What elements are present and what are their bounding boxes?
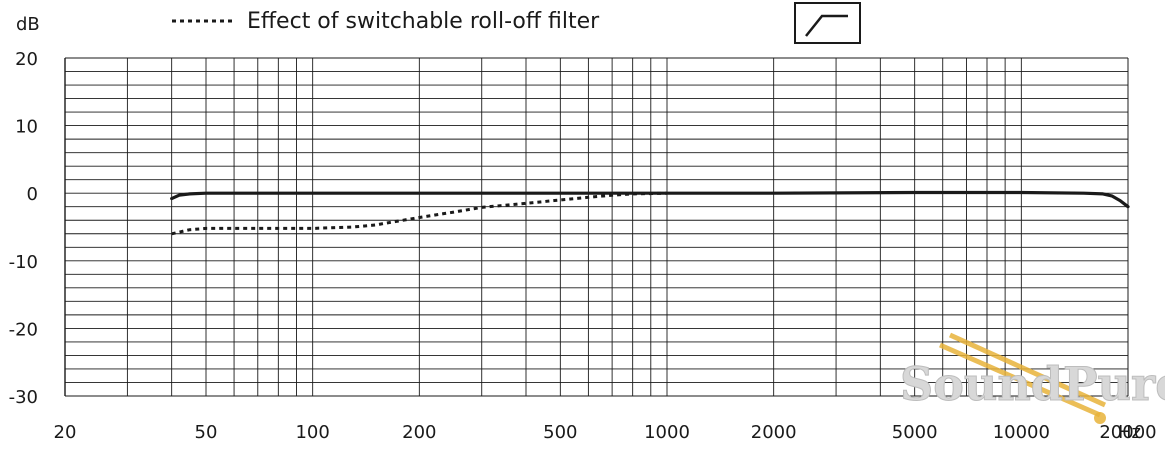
high-pass-filter-icon	[794, 2, 861, 44]
x-tick-label: 20000	[1099, 422, 1156, 443]
x-tick-label: 100	[295, 422, 329, 443]
x-tick-label: 200	[402, 422, 436, 443]
x-tick-label: 1000	[644, 422, 690, 443]
watermark-text: SoundPure	[900, 357, 1165, 411]
legend: Effect of switchable roll-off filter	[172, 9, 600, 34]
y-tick-label: 20	[15, 49, 38, 70]
legend-label: Effect of switchable roll-off filter	[247, 9, 600, 34]
x-tick-label: 10000	[993, 422, 1050, 443]
x-tick-label: 20	[54, 422, 77, 443]
y-tick-label: 0	[27, 184, 38, 205]
y-axis-label: dB	[16, 14, 40, 35]
y-tick-label: -30	[9, 387, 38, 408]
y-tick-label: 10	[15, 117, 38, 138]
x-tick-labels: 20 50 100 200 500 1000 2000 5000 10000 20000	[54, 422, 1157, 443]
y-tick-label: -20	[9, 319, 38, 340]
x-tick-label: 500	[543, 422, 577, 443]
x-axis-label: Hz	[1118, 422, 1141, 443]
x-tick-label: 2000	[751, 422, 797, 443]
x-tick-label: 50	[195, 422, 218, 443]
watermark-logo: SoundPure	[900, 332, 1165, 424]
series-lines	[170, 190, 1130, 236]
y-tick-labels: 20 10 0 -10 -20 -30	[9, 49, 38, 408]
series-roll-off-filter-line	[171, 191, 668, 236]
x-tick-label: 5000	[892, 422, 938, 443]
y-tick-label: -10	[9, 252, 38, 273]
grid	[64, 57, 1129, 397]
